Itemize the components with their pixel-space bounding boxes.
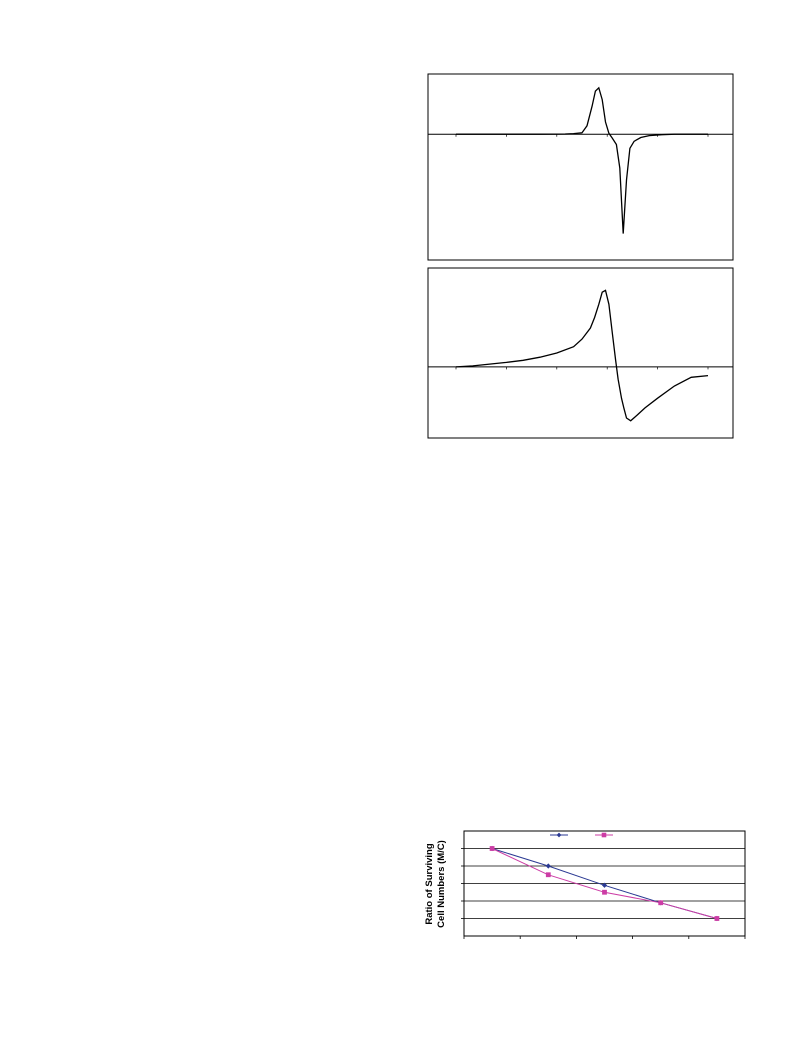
legend	[550, 832, 613, 838]
legend-key-square	[601, 832, 607, 838]
y-axis-label-line-2: Cell Numbers (M/C)	[436, 840, 447, 928]
surviving-cell-ratio-chart: Ratio of Surviving Cell Numbers (M/C)	[424, 830, 746, 939]
data-point-square	[658, 900, 664, 906]
plot-frame	[427, 267, 734, 439]
data-point-diamond	[545, 863, 551, 869]
spectrum-trace	[456, 86, 708, 234]
data-point-square	[602, 889, 607, 895]
spectrum-trace	[455, 289, 709, 422]
y-axis-label-line-1: Ratio of Surviving	[424, 843, 435, 924]
data-point-diamond	[601, 882, 608, 888]
epr-spectrum-narrow-chart	[427, 73, 734, 261]
data-point-square	[545, 872, 551, 878]
data-point-square	[489, 846, 495, 851]
data-point-square	[714, 916, 720, 921]
epr-spectrum-broad-chart	[427, 267, 734, 439]
plot-frame	[427, 73, 734, 261]
legend-key-diamond	[556, 832, 562, 838]
